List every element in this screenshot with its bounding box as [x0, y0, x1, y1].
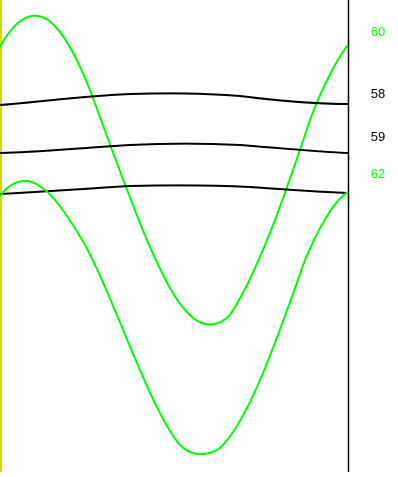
- trace-62-baseline-line: [0, 184, 349, 195]
- trace-label-58-text: 58: [370, 86, 386, 101]
- trace-label-62: 62: [358, 166, 398, 182]
- trace-label-62-text: 62: [370, 166, 386, 181]
- trace-58-line: [0, 92, 349, 106]
- trace-60-line: [0, 14, 349, 326]
- trace-label-60-text: 60: [370, 24, 386, 39]
- trace-label-59: 59: [358, 129, 398, 145]
- trace-label-60: 60: [358, 24, 398, 40]
- trace-label-59-text: 59: [370, 129, 386, 144]
- trace-62-line: [0, 179, 349, 456]
- trace-label-58: 58: [358, 86, 398, 102]
- trace-59-line: [0, 142, 349, 154]
